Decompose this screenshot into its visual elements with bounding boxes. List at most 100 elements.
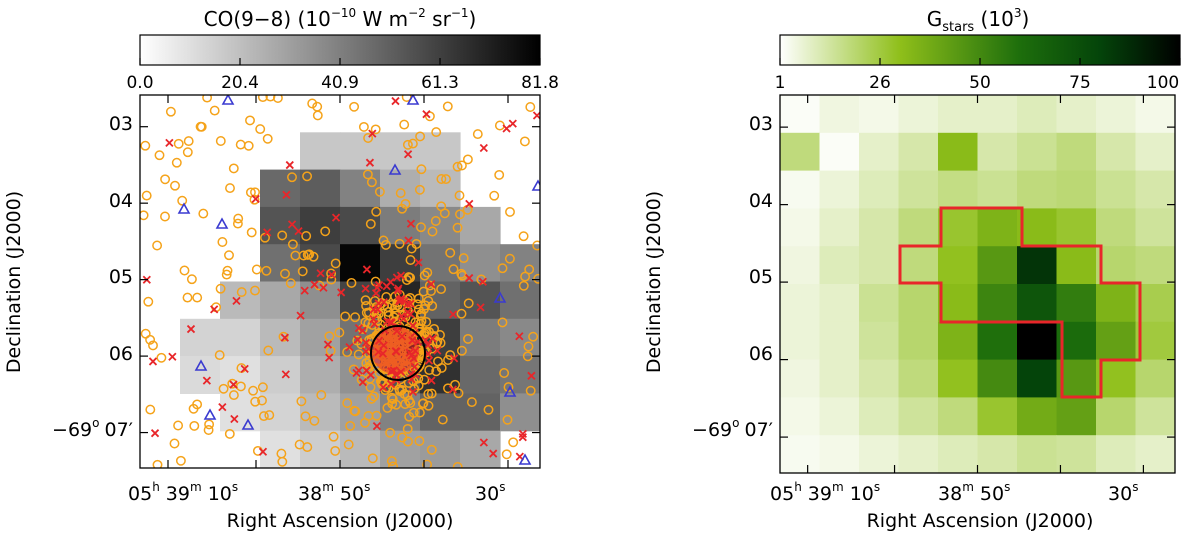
star-cross-59 <box>210 305 219 314</box>
star-cross-24 <box>489 449 498 458</box>
left-cb-label-1: 20.4 <box>221 73 259 93</box>
star-cross-36 <box>476 303 485 312</box>
right-cb-label-0: 1 <box>775 73 786 93</box>
yso-circle-213 <box>261 265 272 276</box>
star-cross-106 <box>403 299 412 309</box>
right-heatmap-cell-r4-c9 <box>1135 246 1175 285</box>
right-heatmap-cell-r5-c3 <box>898 284 939 323</box>
star-cross-52 <box>365 158 375 167</box>
star-cross-113 <box>337 288 346 297</box>
right-heatmap-cell-r0-c8 <box>1096 95 1137 134</box>
right-heatmap-cell-r5-c1 <box>819 284 860 323</box>
yso-circle-172 <box>386 456 397 467</box>
right-heatmap-cell-r5-c8 <box>1096 284 1137 323</box>
left-heatmap-cell-r6-c2 <box>220 318 261 357</box>
right-heatmap-cell-r8-c2 <box>859 397 900 436</box>
left-cb-label-4: 81.8 <box>521 73 559 93</box>
yso-circle-128 <box>416 164 427 175</box>
left-xaxis-label: Right Ascension (J2000) <box>227 510 454 532</box>
yso-circle-419 <box>427 300 438 311</box>
yso-circle-464 <box>405 398 416 408</box>
star-cross-73 <box>374 336 384 345</box>
right-ytick-03: 03 <box>749 113 773 135</box>
left-ytick-05: 05 <box>109 266 133 288</box>
right-heatmap-cell-r2-c9 <box>1135 170 1175 209</box>
yso-circle-159 <box>456 308 467 319</box>
yso-circle-494 <box>420 327 431 338</box>
star-cross-15 <box>518 433 527 442</box>
right-heatmap-cell-r0-c5 <box>977 95 1018 134</box>
right-heatmap-cell-r1-c5 <box>977 132 1018 172</box>
right-xtick-2: 30s <box>1108 480 1138 505</box>
yso-circle-29 <box>307 98 318 109</box>
yso-circle-231 <box>217 237 228 247</box>
right-heatmap-cell-r0-c7 <box>1056 95 1097 134</box>
yso-circle-376 <box>405 272 416 283</box>
yso-circle-277 <box>350 312 361 323</box>
star-cross-137 <box>413 337 423 346</box>
right-heatmap-cell-r5-c9 <box>1135 284 1175 323</box>
left-ytick-07: −69o 07′ <box>52 416 133 441</box>
right-heatmap-cell-r5-c5 <box>977 284 1018 323</box>
star-cross-139 <box>370 319 379 329</box>
right-heatmap-cell-r6-c4 <box>938 321 979 361</box>
yso-circle-37 <box>143 296 154 307</box>
yso-circle-348 <box>365 360 376 371</box>
yso-circle-107 <box>294 439 305 450</box>
right-heatmap-cell-r8-c1 <box>819 397 860 436</box>
left-xtick-labels: 05h 39m 10s 38m 50s 30s <box>128 480 505 505</box>
right-xaxis-label: Right Ascension (J2000) <box>867 510 1094 532</box>
right-heatmap-cell-r7-c4 <box>938 359 979 398</box>
right-heatmap-cell-r4-c2 <box>859 246 900 285</box>
yso-circle-52 <box>170 180 180 191</box>
yso-circle-155 <box>154 150 165 161</box>
left-heatmap-cell-r2-c3 <box>260 169 301 208</box>
star-cross-117 <box>378 349 388 358</box>
yso-circle-497 <box>412 299 423 310</box>
yso-circle-83 <box>416 222 426 233</box>
right-heatmap-cell-r5-c7 <box>1056 284 1097 323</box>
yso-circle-206 <box>330 258 341 269</box>
yso-circle-358 <box>360 295 371 306</box>
right-heatmap-cell-r7-c9 <box>1135 359 1175 398</box>
right-heatmap-cell-r3-c1 <box>819 208 860 247</box>
left-ytick-labels: 03 04 05 06 −69o 07′ <box>52 113 133 441</box>
star-cross-120 <box>399 314 408 323</box>
source-triangle-9 <box>518 453 532 465</box>
star-cross-29 <box>280 333 289 342</box>
star-cross-133 <box>358 326 367 335</box>
right-heatmap-cell-r6-c1 <box>819 321 860 361</box>
yso-circle-230 <box>224 250 234 261</box>
right-xtick-1: 38m 50s <box>938 480 1010 505</box>
left-heatmap-cell-r8-c9 <box>500 393 540 432</box>
yso-circle-215 <box>296 396 307 407</box>
left-colorbar-ticks <box>139 58 541 65</box>
yso-circle-76 <box>326 268 337 279</box>
yso-circle-246 <box>386 392 397 403</box>
yso-circle-40 <box>330 445 341 456</box>
right-heatmap-cell-r2-c2 <box>859 170 900 209</box>
right-heatmap-cell-r3-c3 <box>898 208 939 247</box>
yso-circle-100 <box>365 218 376 229</box>
yso-circle-66 <box>407 138 418 149</box>
right-heatmap-cell-r4-c0 <box>780 246 821 285</box>
yso-circle-70 <box>277 230 288 241</box>
star-cross-127 <box>424 356 434 365</box>
right-heatmap-cell-r6-c8 <box>1096 321 1137 361</box>
star-cross-8 <box>168 352 177 361</box>
star-cross-50 <box>403 150 413 159</box>
yso-circle-292 <box>408 407 419 418</box>
yso-circle-123 <box>215 136 226 146</box>
yso-circle-234 <box>414 436 425 446</box>
left-heatmap-cell-r7-c3 <box>260 356 301 394</box>
right-heatmap-cell-r2-c0 <box>780 170 821 209</box>
yso-circle-174 <box>287 172 297 183</box>
source-triangle-3 <box>177 202 191 214</box>
right-heatmap-cell-r4-c3 <box>898 246 939 285</box>
star-cross-105 <box>392 273 402 282</box>
star-cross-5 <box>229 380 238 389</box>
yso-circle-126 <box>264 410 275 421</box>
right-heatmap-cell-r3-c0 <box>780 208 821 247</box>
yso-circle-210 <box>437 414 448 425</box>
yso-circle-199 <box>343 439 354 450</box>
